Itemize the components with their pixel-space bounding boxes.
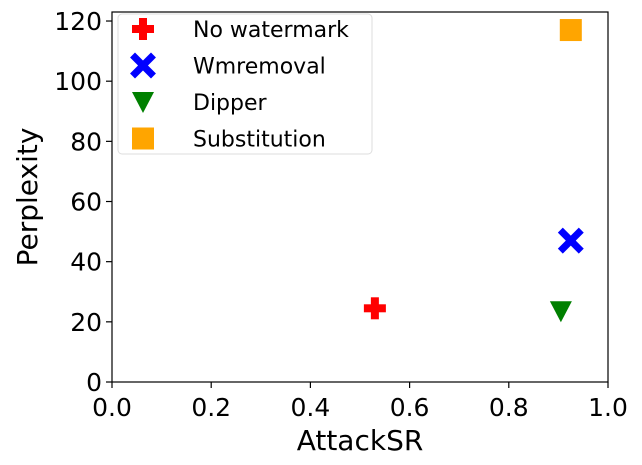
legend-label: Dipper xyxy=(193,91,268,116)
data-marks xyxy=(363,19,584,323)
legend-marker-no-watermark xyxy=(132,18,154,40)
y-tick-label: 40 xyxy=(70,248,102,277)
x-tick-label: 0.0 xyxy=(92,393,132,422)
x-axis-ticks: 0.0 0.2 0.4 0.6 0.8 1.0 xyxy=(92,382,628,422)
data-point-dipper xyxy=(549,301,572,323)
x-tick-label: 1.0 xyxy=(588,393,628,422)
x-tick-label: 0.8 xyxy=(489,393,529,422)
y-tick-label: 120 xyxy=(54,7,102,36)
legend-label: Wmremoval xyxy=(193,55,326,80)
y-tick-label: 100 xyxy=(54,67,102,96)
y-tick-label: 20 xyxy=(70,308,102,337)
y-tick-label: 80 xyxy=(70,127,102,156)
y-tick-label: 0 xyxy=(86,368,102,397)
plot-area-frame xyxy=(111,11,609,383)
legend: No watermark Wmremoval Dipper Substitution xyxy=(117,13,373,155)
y-axis-label: Perplexity xyxy=(11,128,44,267)
x-tick-label: 0.2 xyxy=(191,393,231,422)
data-point-no-watermark xyxy=(363,297,386,320)
legend-label: Substitution xyxy=(193,128,326,153)
legend-marker-substitution xyxy=(132,127,154,150)
y-tick-label: 60 xyxy=(70,188,102,217)
legend-label: No watermark xyxy=(193,18,349,43)
legend-box xyxy=(117,13,373,155)
legend-marker-dipper xyxy=(132,92,154,113)
x-tick-label: 0.4 xyxy=(291,393,331,422)
data-point-substitution xyxy=(559,19,582,42)
legend-marker-wmremoval xyxy=(130,52,156,79)
data-point-wmremoval xyxy=(557,227,584,254)
x-tick-label: 0.6 xyxy=(390,393,430,422)
y-axis-ticks: 0 20 40 60 80 100 120 xyxy=(54,7,112,397)
x-axis-label: AttackSR xyxy=(297,424,424,457)
